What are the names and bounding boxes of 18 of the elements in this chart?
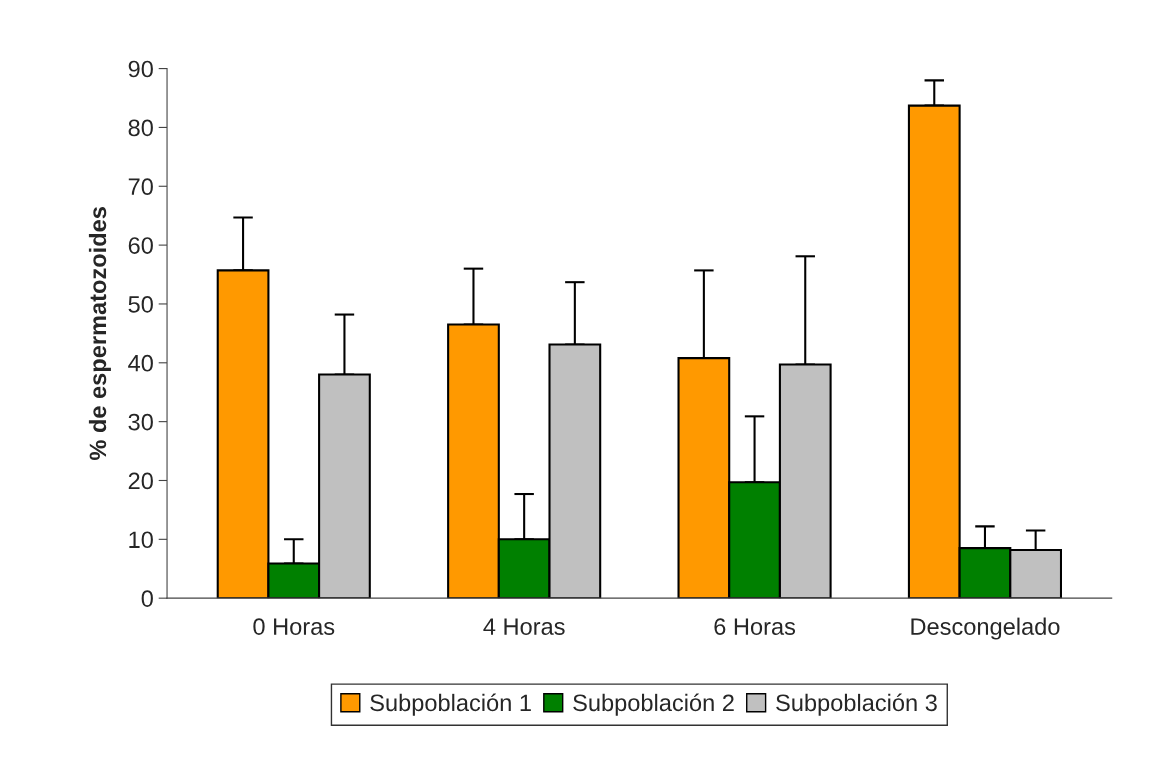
- x-tick-label: 6 Horas: [714, 618, 796, 635]
- x-tick-label: Descongelado: [911, 617, 1060, 640]
- y-tick-label: 80: [128, 119, 153, 137]
- y-tick-label: 10: [129, 531, 153, 549]
- y-axis-title: % de espermatozoides: [88, 207, 111, 461]
- y-tick-label: 50: [128, 296, 153, 313]
- x-tick-label: 4 Horas: [483, 618, 565, 635]
- legend-label: Subpoblación 2: [573, 693, 734, 716]
- y-tick-label: 70: [128, 178, 153, 196]
- y-tick-label: 40: [128, 354, 153, 372]
- y-tick-label: 60: [128, 237, 153, 254]
- y-tick-label: 20: [128, 472, 153, 490]
- y-tick-label: 0: [141, 590, 153, 607]
- y-tick-label: 30: [128, 413, 153, 431]
- legend-label: Subpoblación 1: [370, 693, 531, 716]
- y-tick-label: 90: [128, 60, 153, 78]
- legend-label: Subpoblación 3: [776, 693, 937, 716]
- x-tick-label: 0 Horas: [253, 618, 335, 635]
